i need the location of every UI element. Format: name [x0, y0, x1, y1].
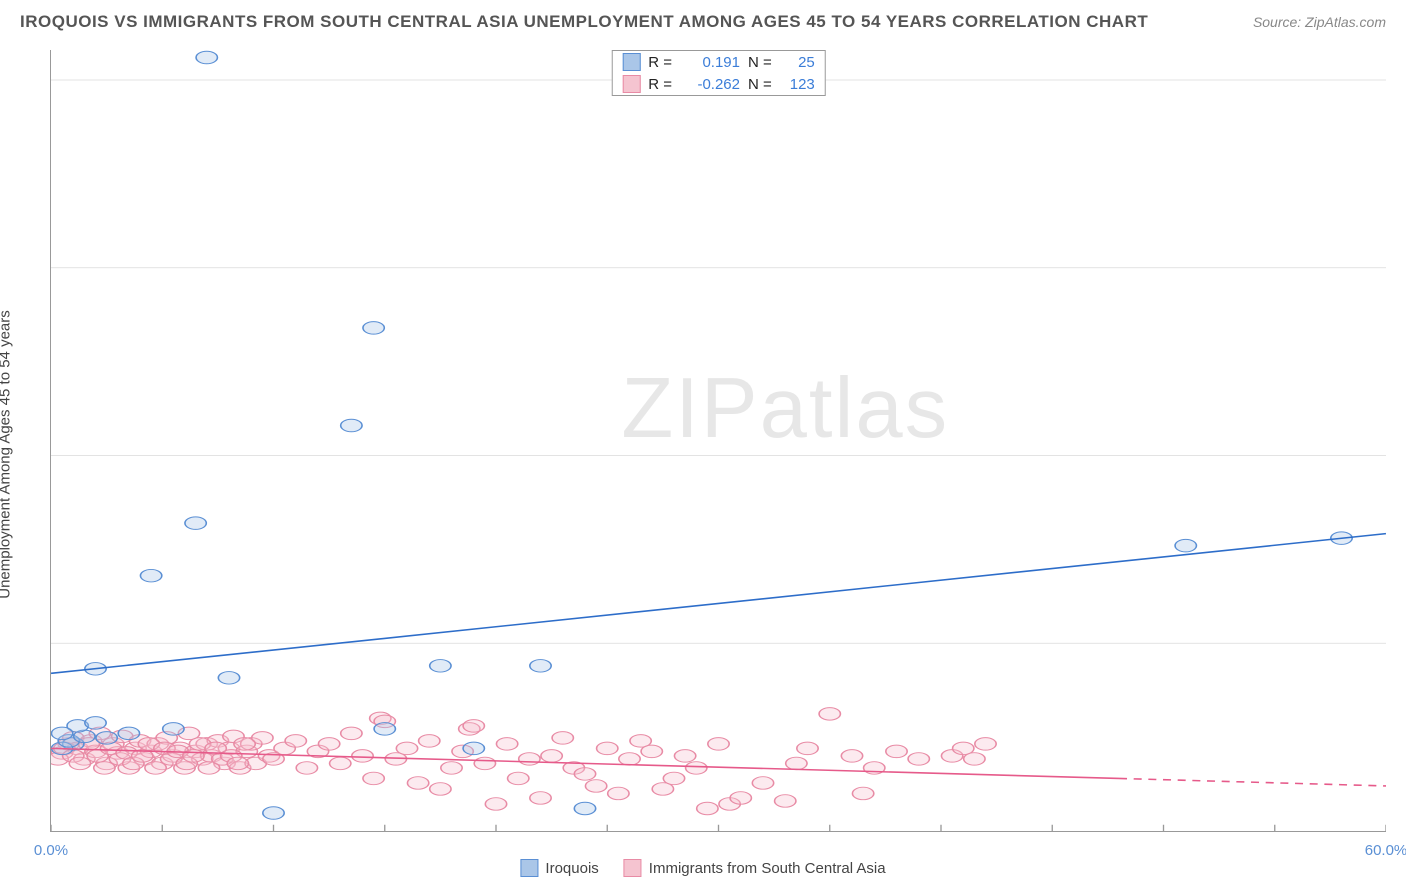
legend-label-iroquois: Iroquois — [545, 860, 598, 877]
corr-row-iroquois: R = 0.191 N = 25 — [612, 51, 825, 73]
r-label: R = — [648, 54, 672, 71]
legend-item-iroquois: Iroquois — [520, 859, 598, 877]
correlation-legend: R = 0.191 N = 25 R = -0.262 N = 123 — [611, 50, 826, 96]
x-tick-label: 0.0% — [34, 842, 68, 859]
n-value-immigrants: 123 — [780, 76, 815, 93]
legend-item-immigrants: Immigrants from South Central Asia — [624, 859, 886, 877]
plot-region: R = 0.191 N = 25 R = -0.262 N = 123 ZIPa… — [50, 50, 1386, 832]
chart-header: IROQUOIS VS IMMIGRANTS FROM SOUTH CENTRA… — [0, 0, 1406, 40]
chart-area: R = 0.191 N = 25 R = -0.262 N = 123 ZIPa… — [50, 50, 1386, 832]
r-label: R = — [648, 76, 672, 93]
n-label: N = — [748, 54, 772, 71]
scatter-svg — [51, 50, 1386, 831]
r-value-immigrants: -0.262 — [680, 76, 740, 93]
chart-title: IROQUOIS VS IMMIGRANTS FROM SOUTH CENTRA… — [20, 12, 1148, 32]
corr-row-immigrants: R = -0.262 N = 123 — [612, 73, 825, 95]
series-legend: Iroquois Immigrants from South Central A… — [520, 859, 885, 877]
swatch-iroquois — [622, 53, 640, 71]
n-value-iroquois: 25 — [780, 54, 815, 71]
x-tick-label: 60.0% — [1365, 842, 1406, 859]
legend-label-immigrants: Immigrants from South Central Asia — [649, 860, 886, 877]
legend-swatch-iroquois — [520, 859, 538, 877]
legend-swatch-immigrants — [624, 859, 642, 877]
y-axis-label: Unemployment Among Ages 45 to 54 years — [0, 310, 14, 599]
source-label: Source: ZipAtlas.com — [1253, 14, 1386, 30]
n-label: N = — [748, 76, 772, 93]
r-value-iroquois: 0.191 — [680, 54, 740, 71]
swatch-immigrants — [622, 75, 640, 93]
